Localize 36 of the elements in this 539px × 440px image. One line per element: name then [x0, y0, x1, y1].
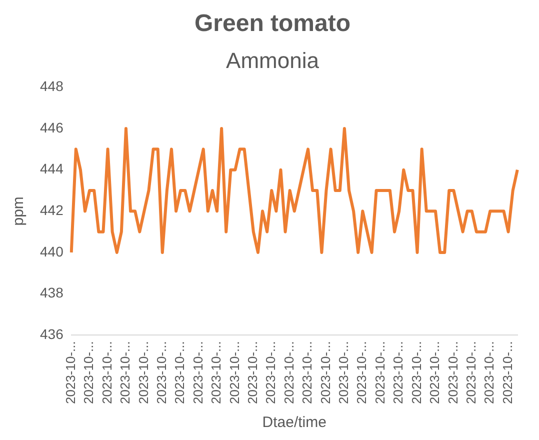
- x-tick-label: 2023-10-...: [427, 341, 442, 404]
- x-tick-label: 2023-10-...: [244, 341, 260, 404]
- x-tick-label: 2023-10-...: [281, 341, 296, 404]
- x-tick-label: 2023-10-...: [226, 341, 242, 404]
- y-tick-label: 438: [40, 284, 64, 301]
- x-tick-label: 2023-10-...: [118, 341, 133, 404]
- x-tick-label: 2023-10-...: [190, 341, 206, 404]
- x-tick-label: 2023-10-...: [318, 341, 333, 404]
- y-tick-label: 446: [40, 119, 64, 136]
- y-tick-label: 442: [40, 202, 64, 218]
- x-tick-label: 2023-10-...: [336, 341, 352, 404]
- x-tick-label: 2023-10-...: [263, 341, 278, 404]
- x-tick-label: 2023-10-...: [208, 341, 224, 404]
- x-tick-label: 2023-10-...: [99, 341, 114, 404]
- x-tick-label: 2023-10-...: [500, 341, 515, 404]
- x-tick-label: 2023-10-...: [300, 341, 315, 404]
- x-tick-label: 2023-10-...: [354, 341, 370, 404]
- y-axis-title: ppm: [10, 196, 28, 226]
- x-tick-label: 2023-10-...: [81, 341, 96, 404]
- x-tick-label: 2023-10-...: [154, 341, 169, 404]
- x-tick-label: 2023-10-...: [463, 341, 478, 404]
- chart-subtitle: Ammonia: [226, 48, 320, 74]
- y-tick-label: 444: [40, 160, 64, 177]
- x-axis-title: Dtae/time: [262, 414, 326, 432]
- y-tick-label: 440: [40, 243, 64, 260]
- y-tick-label: 436: [40, 326, 64, 342]
- x-tick-label: 2023-10-...: [408, 341, 424, 404]
- x-tick-label: 2023-10-...: [136, 341, 151, 404]
- x-tick-label: 2023-10-...: [372, 341, 388, 404]
- x-tick-label: 2023-10-...: [62, 341, 78, 404]
- y-tick-label: 448: [40, 78, 64, 94]
- x-tick-label: 2023-10-...: [172, 341, 188, 404]
- x-tick-label: 2023-10-...: [390, 341, 406, 404]
- x-tick-label: 2023-10-...: [445, 341, 460, 404]
- x-tick-label: 2023-10-...: [482, 341, 497, 404]
- chart-title: Green tomato: [194, 10, 351, 38]
